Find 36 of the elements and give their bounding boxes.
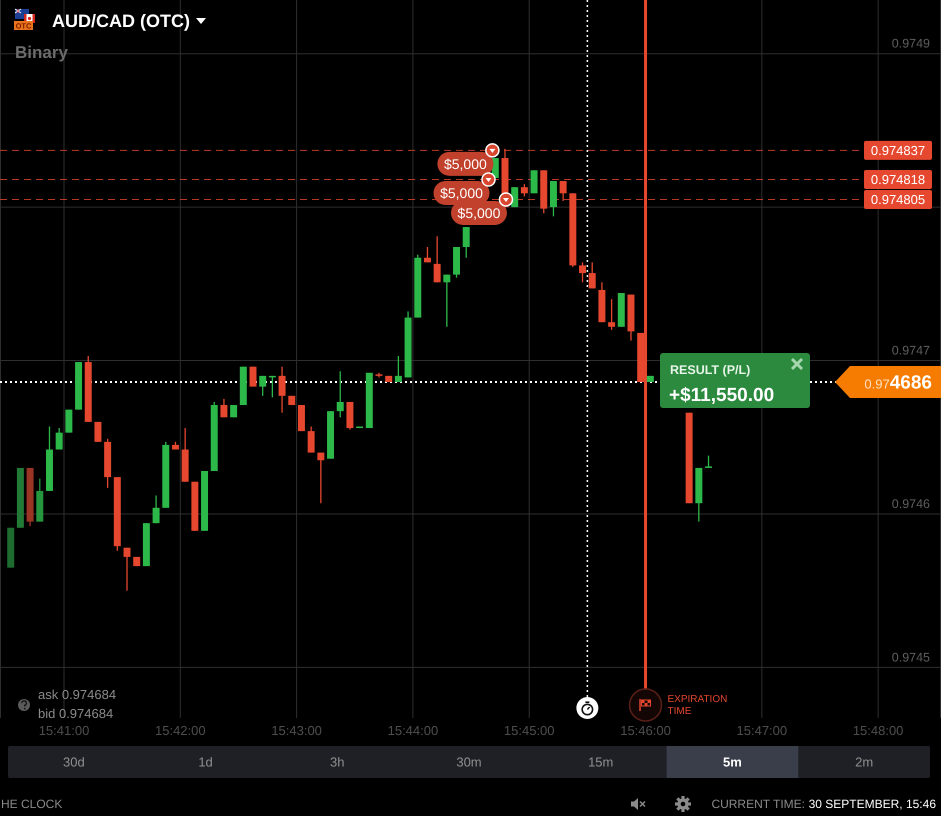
text: AUD/CAD (OTC) <box>52 11 190 31</box>
legend-label: EXPIRATION TIME <box>668 694 728 717</box>
x-tick-label: 15:46:00 <box>620 723 671 738</box>
annotation: $5,000 <box>458 204 501 221</box>
text: Binary <box>15 43 68 62</box>
text: 1d <box>198 754 213 770</box>
x-tick-label: 15:43:00 <box>271 723 322 738</box>
text: 30 SEPTEMBER, 15:46 <box>808 797 936 811</box>
y-tick-label: 0.9746 <box>892 496 930 511</box>
x-tick-label: 15:47:00 <box>736 723 788 738</box>
x-tick-label: 15:42:00 <box>155 723 206 738</box>
x-tick-label: 15:45:00 <box>504 723 555 738</box>
ref-line-label: 0.974805 <box>870 192 926 207</box>
annotation: $5,000 <box>440 185 484 201</box>
annotation: bid 0.974684 <box>38 706 114 721</box>
text: 30d <box>63 754 85 770</box>
y-tick-label: 0.9745 <box>892 650 930 664</box>
text: 15m <box>588 754 614 770</box>
annotation: ask 0.974684 <box>38 687 116 702</box>
x-tick-label: 15:41:00 <box>38 723 90 738</box>
annotation: RESULT (P/L) <box>670 363 750 377</box>
text: 3h <box>330 754 345 770</box>
y-tick-label: 0.9749 <box>892 36 930 51</box>
ref-line-label: 0.974818 <box>870 172 926 187</box>
x-tick-label: 15:44:00 <box>388 723 438 738</box>
annotation: $5,000 <box>444 156 488 172</box>
text: 2m <box>855 754 874 770</box>
x-tick-label: 15:48:00 <box>852 723 904 738</box>
ref-line-label: 0.974686 <box>864 372 932 394</box>
y-tick-label: 0.9747 <box>892 344 930 358</box>
ref-line-label: 0.974837 <box>870 142 926 158</box>
text: HE CLOCK <box>1 797 62 811</box>
text: 5m <box>723 754 742 770</box>
text: CURRENT TIME: <box>711 797 805 811</box>
text: 30m <box>456 754 482 770</box>
annotation: +$11,550.00 <box>669 385 774 406</box>
